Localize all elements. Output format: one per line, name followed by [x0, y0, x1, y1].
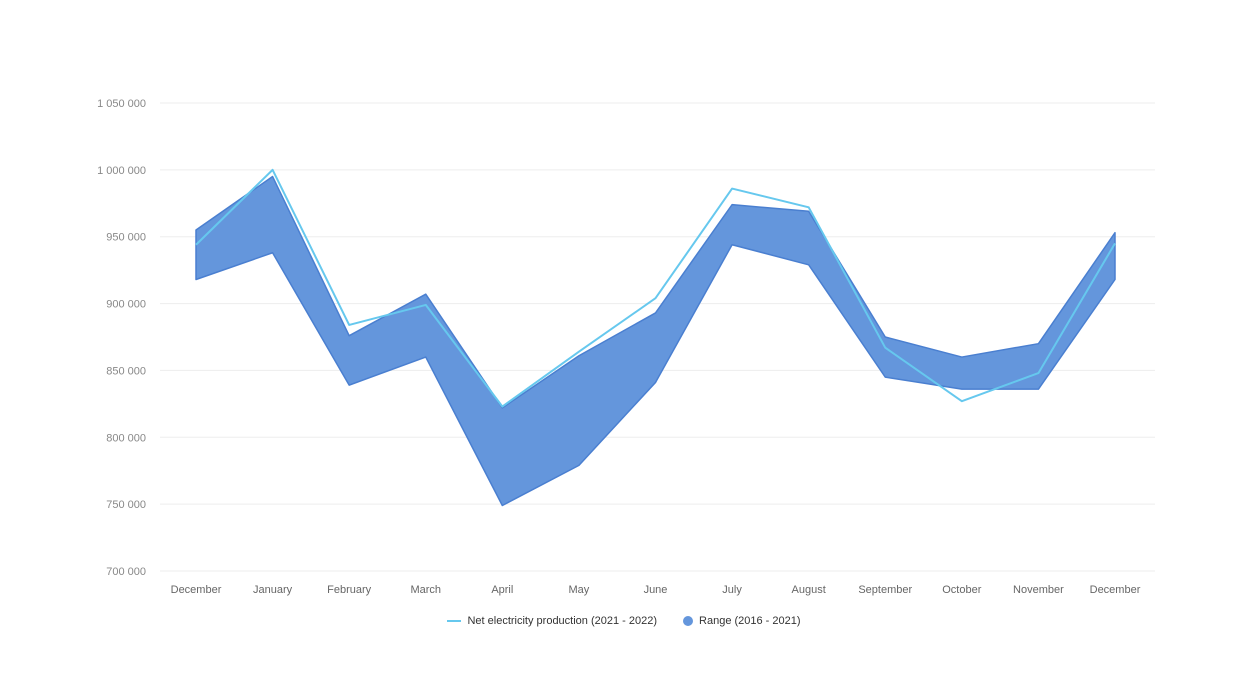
x-tick-label: March — [410, 584, 441, 596]
x-tick-label: December — [171, 584, 222, 596]
legend-item-range[interactable]: Range (2016 - 2021) — [683, 615, 801, 627]
y-tick-label: 900 000 — [106, 299, 146, 311]
y-axis-ticks: 700 000 750 000 800 000 850 000 900 000 950 0… — [97, 98, 146, 578]
y-tick-label: 1 050 000 — [97, 98, 146, 110]
y-tick-label: 800 000 — [106, 432, 146, 444]
x-tick-label: September — [858, 584, 912, 596]
legend-line-label: Net electricity production (2021 - 2022) — [467, 615, 658, 627]
legend-range-label: Range (2016 - 2021) — [699, 615, 801, 627]
y-tick-label: 1 000 000 — [97, 165, 146, 177]
x-tick-label: October — [942, 584, 981, 596]
legend-range-swatch — [683, 616, 694, 626]
x-tick-label: January — [253, 584, 293, 596]
legend-line-swatch — [447, 620, 462, 622]
x-tick-label: November — [1013, 584, 1064, 596]
production-line — [195, 168, 1116, 408]
x-tick-label: May — [569, 584, 590, 596]
chart-legend: Net electricity production (2021 - 2022)… — [0, 615, 1248, 627]
x-tick-label: December — [1090, 584, 1141, 596]
y-tick-label: 950 000 — [106, 232, 146, 244]
range-band — [195, 175, 1116, 507]
y-tick-label: 850 000 — [106, 365, 146, 377]
x-tick-label: July — [722, 584, 742, 596]
y-tick-label: 700 000 — [106, 566, 146, 578]
x-tick-label: April — [491, 584, 513, 596]
x-tick-label: August — [792, 584, 826, 596]
y-tick-label: 750 000 — [106, 499, 146, 511]
range-area — [195, 175, 1116, 507]
legend-item-line[interactable]: Net electricity production (2021 - 2022) — [447, 615, 657, 627]
x-tick-label: June — [644, 584, 668, 596]
x-axis-ticks: December January February March April May June… — [171, 584, 1141, 596]
x-tick-label: February — [327, 584, 372, 596]
